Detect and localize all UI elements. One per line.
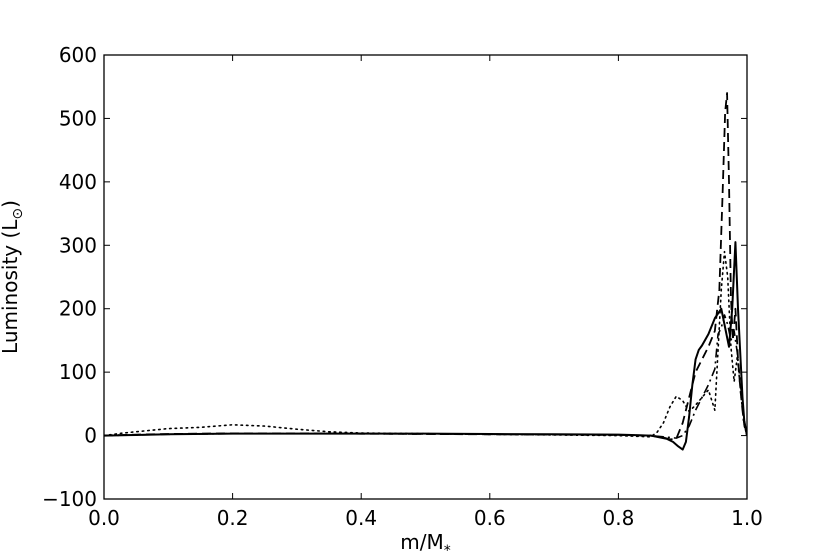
- label-layer: 0.0 0.2 0.4 0.6 0.8 1.0 −100 0 100 200 300 400 500 60…: [0, 43, 763, 554]
- x-tick-label: 0.8: [602, 506, 634, 530]
- y-tick-label: −100: [42, 487, 97, 511]
- y-tick-label: 300: [59, 233, 97, 257]
- y-axis-label-close: ): [0, 200, 22, 208]
- series-layer: [104, 92, 747, 451]
- sun-symbol-icon: ⊙: [10, 208, 26, 220]
- y-axis-label: Luminosity (L⊙): [0, 200, 26, 354]
- y-axis-label-group: Luminosity (L⊙): [0, 200, 26, 354]
- y-tick-label: 200: [59, 297, 97, 321]
- x-tick-label: 1.0: [731, 506, 763, 530]
- x-tick-label: 0.4: [345, 506, 377, 530]
- y-axis-label-main: Luminosity (L: [0, 219, 22, 354]
- x-axis-label-subscript: *: [444, 543, 451, 554]
- series-line-dashdot: [104, 314, 747, 439]
- series-line-dashed: [104, 92, 747, 441]
- tick-layer: [103, 54, 748, 500]
- x-tick-label: 0.6: [474, 506, 506, 530]
- y-tick-label: 500: [59, 106, 97, 130]
- x-tick-label: 0.2: [217, 506, 249, 530]
- x-axis-label: m/M*: [400, 530, 450, 554]
- y-tick-label: 400: [59, 170, 97, 194]
- series-line-dotted: [104, 250, 747, 438]
- x-axis-label-main: m/M: [400, 530, 443, 554]
- x-tick-label: 0.0: [88, 506, 120, 530]
- y-tick-label: 100: [59, 360, 97, 384]
- series-line-solid: [104, 241, 747, 451]
- y-tick-label: 600: [59, 43, 97, 67]
- y-tick-label: 0: [84, 424, 97, 448]
- plot-frame: [103, 54, 748, 500]
